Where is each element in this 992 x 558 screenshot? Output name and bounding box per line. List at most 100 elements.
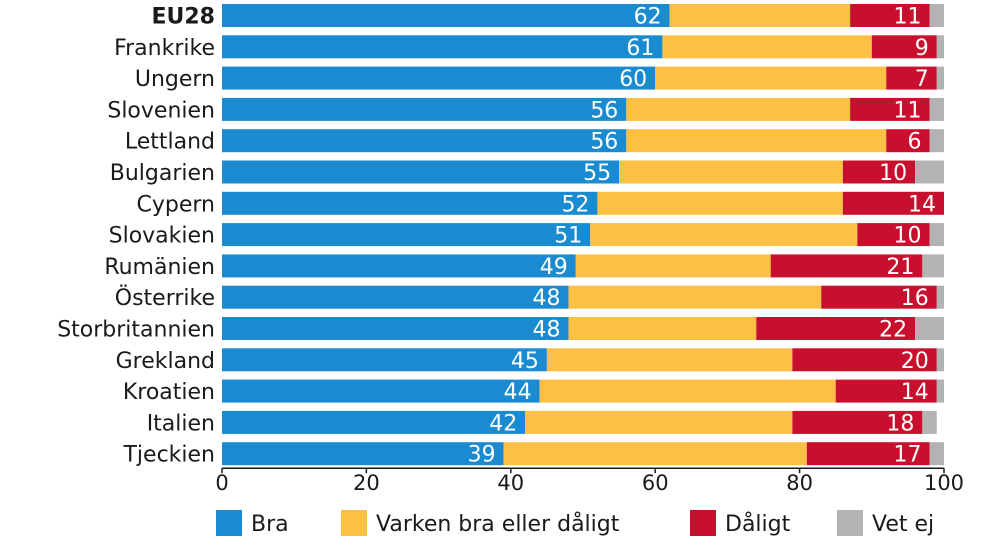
bar-segment [568,317,757,340]
bar-segment [222,410,526,434]
category-label: Slovenien [107,98,215,123]
bar-segment [669,4,851,27]
x-tick-label: 20 [353,471,380,495]
bar-segment [806,442,930,466]
bar-segment [929,442,944,466]
data-label: 14 [901,380,929,405]
bar-segment [222,285,569,309]
bar-segment [936,379,944,403]
x-tick-label: 60 [642,471,669,495]
legend-label: Bra [251,512,289,537]
data-label: 48 [533,286,561,311]
data-label: 11 [894,5,922,30]
bar-segment [546,348,793,372]
data-label: 18 [886,411,914,436]
bar-segment [222,191,598,215]
data-label: 60 [619,67,647,92]
data-label: 52 [561,192,589,217]
bar-segment [525,410,793,434]
bar-segment [222,66,656,90]
category-label: Tjeckien [122,443,215,468]
data-label: 16 [901,286,929,311]
bar-segment [936,285,944,309]
bar-segment [850,4,930,27]
data-label: 44 [504,380,532,405]
bar-segment [922,410,937,434]
bar-segment [503,442,807,466]
bar-segment [539,379,836,403]
category-label: Slovakien [109,224,215,249]
value-labels: 62 11 61 9 60 7 56 11 56 6 55 10 52 14 51 10 49 21 48 16 48 2… [468,5,936,468]
category-label: Cypern [137,192,215,217]
bar-segment [871,35,937,59]
data-label: 21 [886,255,914,280]
category-label: Storbritannien [57,318,215,343]
data-label: 62 [634,5,662,30]
bar-segment [835,379,937,403]
bar-segment [662,35,872,59]
bar-segment [222,442,504,466]
bar-segment [590,223,858,247]
data-label: 20 [901,349,929,374]
category-label: Ungern [135,67,215,92]
category-label: Kroatien [123,380,215,405]
bar-segment [821,285,937,309]
legend-swatch [341,510,367,536]
bar-segment [922,254,944,278]
data-label: 48 [533,318,561,343]
bar-segment [792,410,923,434]
bar-segment [222,4,670,27]
bar-segment [842,160,916,184]
bar-segment [222,348,547,372]
x-tick-label: 40 [497,471,524,495]
x-tick-label: 80 [786,471,813,495]
bar-segment [929,223,944,247]
data-label: 14 [908,192,936,217]
category-label: Lettland [125,130,215,155]
data-label: 45 [511,349,539,374]
data-label: 55 [583,161,611,186]
bar-segment [756,317,916,340]
data-label: 9 [915,36,929,61]
data-label: 49 [540,255,568,280]
bar-segment [936,35,944,59]
bar-segment [655,66,887,90]
bar-segment [597,191,843,215]
data-label: 7 [915,67,929,92]
category-label: Bulgarien [110,161,215,186]
x-tick-label: 0 [215,471,228,495]
data-label: 51 [554,224,582,249]
x-tick-label: 100 [924,471,964,495]
bar-segment [222,254,576,278]
bar-segment [575,254,771,278]
bar-segment [770,254,923,278]
bar-segment [936,66,944,90]
data-label: 11 [894,98,922,123]
category-label: Rumänien [104,255,215,280]
bar-segment [222,160,620,184]
legend-label: Vet ej [872,512,934,537]
bar-segment [886,129,930,153]
bar-segment [929,4,944,27]
category-label: Italien [147,411,215,436]
data-label: 17 [894,443,922,468]
x-axis: 0 20 40 60 80 100 [215,467,964,495]
legend-label: Dåligt [725,511,791,537]
bar-segment [929,129,944,153]
bar-segment [626,97,851,121]
bars-layer [222,4,944,466]
bar-segment [850,97,930,121]
bar-segment [842,191,944,215]
bar-segment [857,223,930,247]
data-label: 56 [590,98,618,123]
category-label: Frankrike [114,36,215,61]
data-label: 10 [894,224,922,249]
bar-segment [222,223,591,247]
bar-segment [222,35,663,59]
bar-segment [222,317,569,340]
bar-segment [619,160,843,184]
bar-segment [929,97,944,121]
bar-segment [915,317,944,340]
data-label: 6 [908,130,922,155]
